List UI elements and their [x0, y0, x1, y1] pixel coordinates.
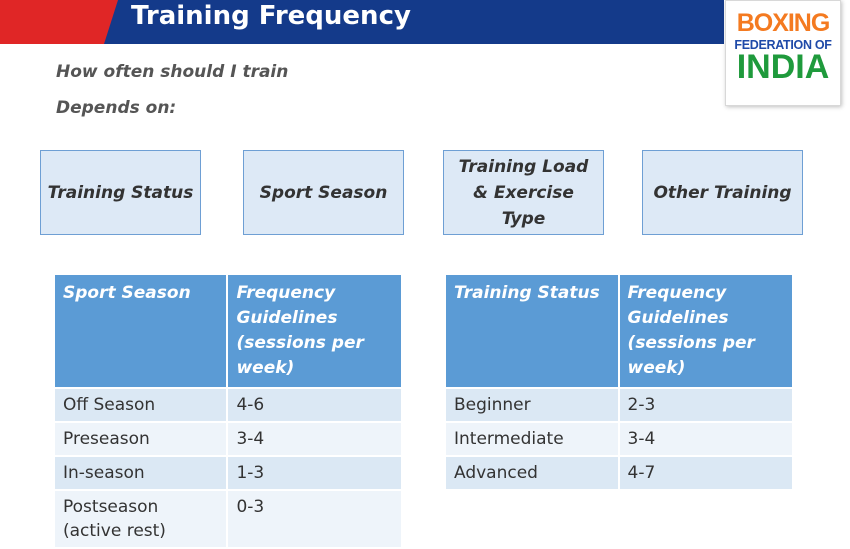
- table-header-cell: Training Status: [446, 275, 620, 389]
- factor-other-training: Other Training: [642, 150, 803, 235]
- factor-training-load-label: Training Load & Exercise Type: [458, 156, 589, 229]
- table-cell: Off Season: [55, 388, 229, 423]
- table-row: Intermediate 3-4: [446, 422, 795, 457]
- factor-training-load: Training Load & Exercise Type: [443, 150, 604, 235]
- intro-depends: Depends on:: [56, 98, 177, 118]
- page-title: Training Frequency: [131, 1, 411, 31]
- bfi-logo: BOXING FEDERATION OF INDIA: [725, 0, 841, 106]
- table-header-cell: Sport Season: [55, 275, 229, 389]
- table-header-cell: Frequency Guidelines (sessions per week): [227, 275, 403, 389]
- table-cell: In-season: [55, 456, 229, 491]
- table-cell: 2-3: [618, 388, 795, 423]
- table-row: Preseason 3-4: [55, 422, 403, 457]
- table-cell: 4-6: [227, 388, 403, 423]
- table-cell: Preseason: [55, 422, 229, 457]
- status-frequency-table: Training Status Frequency Guidelines (se…: [446, 275, 795, 491]
- table-cell: Postseason (active rest): [55, 490, 229, 549]
- table-cell: Beginner: [446, 388, 620, 423]
- table-header-cell: Frequency Guidelines (sessions per week): [618, 275, 795, 389]
- table-row: In-season 1-3: [55, 456, 403, 491]
- logo-text-boxing: BOXING: [736, 9, 831, 37]
- table-row: Postseason (active rest) 0-3: [55, 490, 403, 549]
- table-header-row: Training Status Frequency Guidelines (se…: [446, 275, 795, 389]
- table-header-row: Sport Season Frequency Guidelines (sessi…: [55, 275, 403, 389]
- season-frequency-table: Sport Season Frequency Guidelines (sessi…: [55, 275, 403, 549]
- table-row: Off Season 4-6: [55, 388, 403, 423]
- table-row: Advanced 4-7: [446, 456, 795, 491]
- table-cell: Intermediate: [446, 422, 620, 457]
- factor-training-status: Training Status: [40, 150, 201, 235]
- header-red-accent: [0, 0, 120, 44]
- intro-question: How often should I train: [56, 62, 289, 82]
- table-cell: 4-7: [618, 456, 795, 491]
- table-cell: 3-4: [618, 422, 795, 457]
- table-cell: 3-4: [227, 422, 403, 457]
- table-row: Beginner 2-3: [446, 388, 795, 423]
- table-cell: 1-3: [227, 456, 403, 491]
- factor-sport-season: Sport Season: [243, 150, 404, 235]
- logo-text-federation: FEDERATION OF: [734, 38, 832, 52]
- table-cell: 0-3: [227, 490, 403, 549]
- table-cell: Advanced: [446, 456, 620, 491]
- header-bar: [104, 0, 724, 44]
- logo-text-india: INDIA: [736, 48, 830, 86]
